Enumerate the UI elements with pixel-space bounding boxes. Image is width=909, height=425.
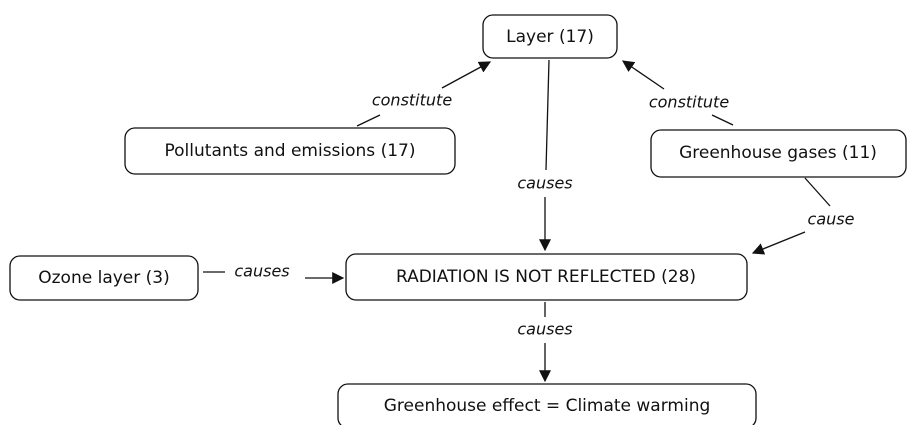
edge-line [804, 177, 831, 207]
edge-label: causes [517, 174, 572, 193]
edge-line [356, 114, 381, 127]
edge: constitute [356, 61, 492, 127]
edge: causes [203, 262, 345, 284]
edge: causes [517, 302, 573, 383]
node-box [482, 14, 618, 59]
node-label: Layer (17) [506, 27, 594, 47]
node-label: Greenhouse effect = Climate warming [384, 396, 711, 416]
node-label: Ozone layer (3) [38, 268, 169, 288]
edge-label: causes [234, 262, 289, 281]
edge: constitute [622, 60, 734, 126]
edge-label: causes [517, 320, 572, 339]
edge: causes [517, 59, 573, 252]
edge-arrow [622, 60, 665, 90]
edge-label: cause [808, 210, 855, 229]
node: RADIATION IS NOT REFLECTED (28) [345, 253, 748, 301]
edge-line [711, 114, 734, 126]
node-box [337, 383, 757, 425]
edge-line [545, 59, 550, 171]
node-label: Greenhouse gases (11) [679, 143, 877, 163]
node-box [345, 253, 748, 301]
node: Greenhouse effect = Climate warming [337, 383, 757, 425]
edge-arrow [751, 231, 806, 255]
node-box [124, 127, 456, 175]
node: Greenhouse gases (11) [650, 129, 907, 178]
edge-arrow [441, 61, 492, 89]
node: Pollutants and emissions (17) [124, 127, 456, 175]
node: Layer (17) [482, 14, 618, 59]
edge-label: constitute [649, 93, 729, 112]
node-label: RADIATION IS NOT REFLECTED (28) [396, 267, 696, 287]
edge: cause [751, 177, 855, 255]
node-box [9, 255, 199, 301]
node-box [650, 129, 907, 178]
node: Ozone layer (3) [9, 255, 199, 301]
edge-label: constitute [372, 91, 452, 110]
node-label: Pollutants and emissions (17) [165, 141, 416, 161]
